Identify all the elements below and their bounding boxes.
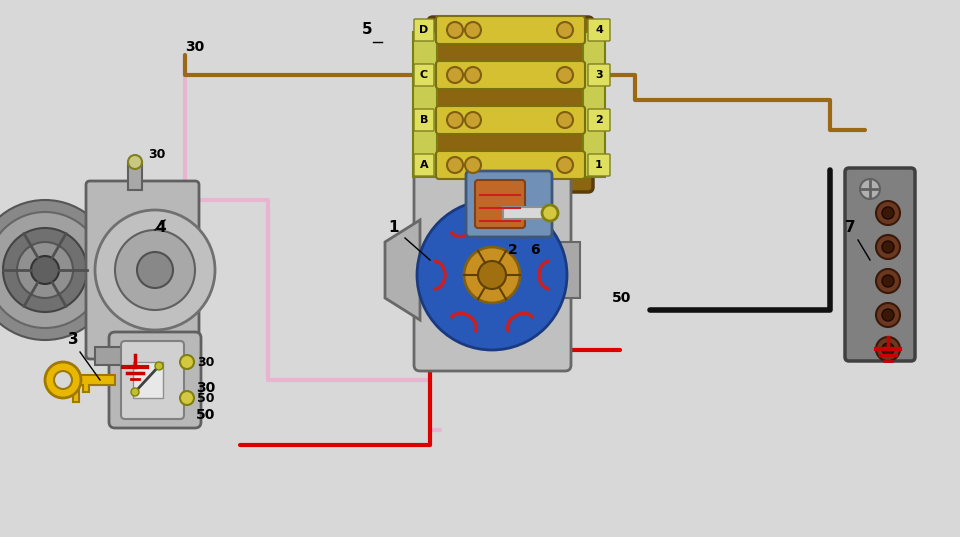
Text: 50: 50 [196,408,215,422]
Circle shape [0,212,103,328]
FancyBboxPatch shape [588,19,610,41]
Circle shape [876,303,900,327]
Circle shape [115,230,195,310]
FancyBboxPatch shape [845,168,915,361]
Circle shape [502,184,518,200]
Text: D: D [420,25,428,35]
Circle shape [882,275,894,287]
Circle shape [447,67,463,83]
Text: A: A [420,160,428,170]
Text: 1: 1 [595,160,603,170]
Circle shape [180,391,194,405]
FancyBboxPatch shape [414,109,434,131]
Circle shape [45,362,81,398]
Text: 1: 1 [388,221,398,236]
Circle shape [557,22,573,38]
Circle shape [95,210,215,330]
Circle shape [31,256,59,284]
Text: 6: 6 [530,243,540,257]
Text: B: B [420,115,428,125]
Circle shape [882,309,894,321]
Text: 7: 7 [845,221,855,236]
Circle shape [447,112,463,128]
Text: 50: 50 [197,391,214,404]
FancyBboxPatch shape [414,154,434,176]
Text: 30: 30 [148,148,165,161]
Circle shape [557,112,573,128]
Circle shape [557,67,573,83]
FancyBboxPatch shape [588,109,610,131]
Circle shape [137,252,173,288]
Text: 4: 4 [155,221,166,236]
Text: 30: 30 [196,381,215,395]
Bar [550,242,580,298]
Text: 3: 3 [595,70,603,80]
FancyBboxPatch shape [86,181,199,359]
Circle shape [131,388,139,396]
Circle shape [876,269,900,293]
Text: 50: 50 [612,291,632,305]
Circle shape [447,22,463,38]
Circle shape [876,337,900,361]
FancyBboxPatch shape [414,64,434,86]
Circle shape [542,205,558,221]
FancyBboxPatch shape [109,332,201,428]
Bar [133,362,163,398]
Circle shape [155,362,163,370]
Circle shape [465,22,481,38]
Circle shape [465,67,481,83]
Bar [583,32,605,177]
Circle shape [876,201,900,225]
Text: 30: 30 [185,40,204,54]
Circle shape [478,261,506,289]
Text: C: C [420,70,428,80]
Circle shape [860,179,880,199]
Circle shape [3,228,87,312]
Circle shape [464,247,520,303]
Circle shape [54,371,72,389]
Polygon shape [67,368,115,402]
Circle shape [0,200,115,340]
Circle shape [180,355,194,369]
Circle shape [447,157,463,173]
Circle shape [417,200,567,350]
Circle shape [882,343,894,355]
FancyBboxPatch shape [436,106,585,134]
FancyBboxPatch shape [436,61,585,89]
FancyBboxPatch shape [121,341,184,419]
Circle shape [17,242,73,298]
FancyBboxPatch shape [466,171,552,237]
Circle shape [465,112,481,128]
FancyBboxPatch shape [428,17,593,192]
Text: 2: 2 [595,115,603,125]
Bar [503,207,548,219]
Bar [128,162,142,190]
FancyBboxPatch shape [588,64,610,86]
FancyBboxPatch shape [475,180,525,228]
Circle shape [557,157,573,173]
Bar [95,347,180,365]
Bar [413,32,437,177]
FancyBboxPatch shape [588,154,610,176]
Circle shape [128,155,142,169]
Text: 4: 4 [595,25,603,35]
Text: 2: 2 [508,243,517,257]
Polygon shape [385,220,420,320]
FancyBboxPatch shape [436,16,585,44]
Circle shape [876,235,900,259]
Text: 5: 5 [362,23,372,38]
Text: 3: 3 [68,332,79,347]
FancyBboxPatch shape [436,151,585,179]
Circle shape [882,207,894,219]
Circle shape [882,241,894,253]
FancyBboxPatch shape [414,169,571,371]
FancyBboxPatch shape [414,19,434,41]
Text: 30: 30 [197,355,214,368]
Circle shape [465,157,481,173]
